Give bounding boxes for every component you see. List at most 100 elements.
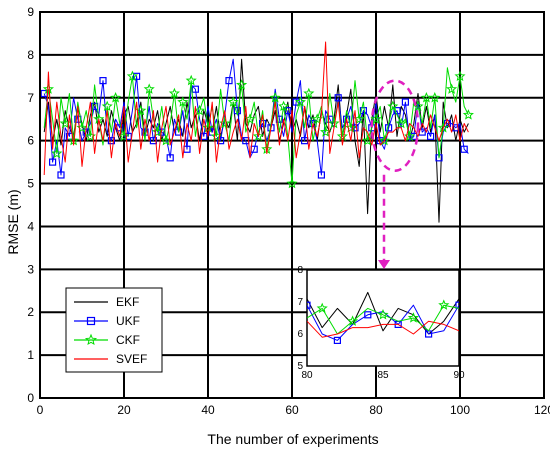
data-point: [333, 336, 341, 344]
x-tick-label: 100: [450, 403, 470, 417]
x-tick-label: 0: [37, 403, 44, 417]
data-point: [454, 70, 466, 82]
data-point: [99, 77, 107, 85]
data-point: [462, 109, 474, 120]
inset-x-tick-label: 90: [453, 370, 465, 381]
y-tick-label: 2: [27, 305, 34, 319]
data-point: [446, 83, 458, 94]
data-point: [286, 177, 298, 189]
data-point: [393, 107, 401, 115]
inset-x-tick-label: 85: [377, 370, 389, 381]
y-tick-label: 8: [27, 48, 34, 62]
data-point: [152, 126, 164, 137]
data-point: [284, 107, 292, 115]
data-point: [225, 77, 233, 85]
data-point: [460, 145, 468, 153]
data-point: [133, 72, 141, 80]
data-point: [236, 79, 248, 90]
data-point: [370, 113, 382, 124]
data-point: [166, 154, 174, 162]
inset-series-ekf: [307, 291, 459, 335]
data-point: [455, 301, 459, 309]
data-point: [401, 98, 409, 106]
y-tick-label: 5: [27, 177, 34, 191]
series-layer: [40, 41, 474, 223]
data-point: [351, 124, 359, 132]
data-point: [303, 87, 315, 99]
legend-item-ckf: CKF: [74, 333, 140, 347]
inset-y-tick-label: 6: [297, 329, 303, 340]
inset-x-tick-label: 80: [301, 370, 313, 381]
data-point: [84, 130, 96, 142]
data-point: [143, 83, 155, 94]
data-point: [316, 302, 328, 314]
data-point: [387, 100, 399, 112]
data-point: [107, 137, 116, 145]
y-tick-label: 7: [27, 91, 34, 105]
inset-y-tick-label: 7: [297, 297, 303, 308]
data-point: [336, 130, 348, 142]
plot-frame: [39, 11, 545, 399]
y-tick-label: 4: [27, 219, 34, 233]
data-point: [202, 121, 214, 133]
data-point: [51, 147, 63, 159]
data-point: [185, 74, 197, 86]
inset-series-svef: [307, 320, 459, 338]
data-point: [101, 100, 113, 112]
series-svef: [43, 41, 469, 176]
tick-labels: 0 20 40 60 80 100 120 0 1 2 3 4 5 6 7 8 9: [27, 5, 550, 417]
data-point: [429, 92, 441, 103]
data-point: [437, 121, 449, 133]
inset-box: [306, 269, 460, 367]
inset-y-tick-label: 5: [297, 361, 303, 372]
data-point: [177, 96, 189, 107]
data-point: [395, 117, 407, 129]
zoom-arrow-head: [378, 260, 390, 269]
data-point: [194, 104, 206, 116]
data-point: [124, 132, 132, 140]
data-point: [84, 333, 98, 346]
zoom-highlight: [370, 79, 420, 269]
data-point: [42, 83, 54, 94]
x-tick-label: 80: [369, 403, 383, 417]
y-tick-label: 1: [27, 348, 34, 362]
data-point: [110, 92, 122, 103]
zoom-ellipse: [370, 79, 420, 172]
data-point: [191, 85, 199, 93]
series-line-svef: [307, 320, 459, 338]
data-point: [118, 130, 130, 142]
series-line-svef: [43, 41, 469, 176]
data-point: [86, 316, 96, 326]
data-point: [217, 137, 225, 145]
data-point: [227, 96, 239, 107]
data-point: [334, 94, 342, 102]
series-line-ckf: [43, 67, 469, 185]
legend-label: CKF: [116, 333, 140, 347]
x-tick-label: 40: [201, 403, 215, 417]
legend-item-ekf: EKF: [74, 295, 139, 309]
data-point: [200, 132, 208, 140]
data-point: [126, 70, 138, 82]
x-tick-label: 20: [117, 403, 131, 417]
data-point: [149, 137, 157, 145]
legend-label: SVEF: [116, 352, 147, 366]
data-point: [378, 134, 390, 146]
data-point: [48, 158, 57, 166]
data-point: [292, 98, 300, 106]
data-point: [259, 119, 267, 128]
legend-item-ukf: UKF: [74, 314, 140, 328]
data-point: [364, 311, 372, 319]
data-point: [347, 315, 359, 326]
y-axis-label: RMSE (m): [5, 189, 21, 254]
legend: EKF UKF CKF SVEF: [65, 287, 163, 373]
data-point: [57, 171, 65, 179]
data-point: [294, 96, 306, 107]
y-tick-label: 3: [27, 262, 34, 276]
inset-series: [307, 291, 459, 344]
legend-label: UKF: [116, 314, 140, 328]
data-point: [427, 132, 435, 140]
data-point: [278, 100, 290, 112]
data-point: [252, 130, 264, 142]
inset-y-tick-label: 8: [297, 265, 303, 276]
